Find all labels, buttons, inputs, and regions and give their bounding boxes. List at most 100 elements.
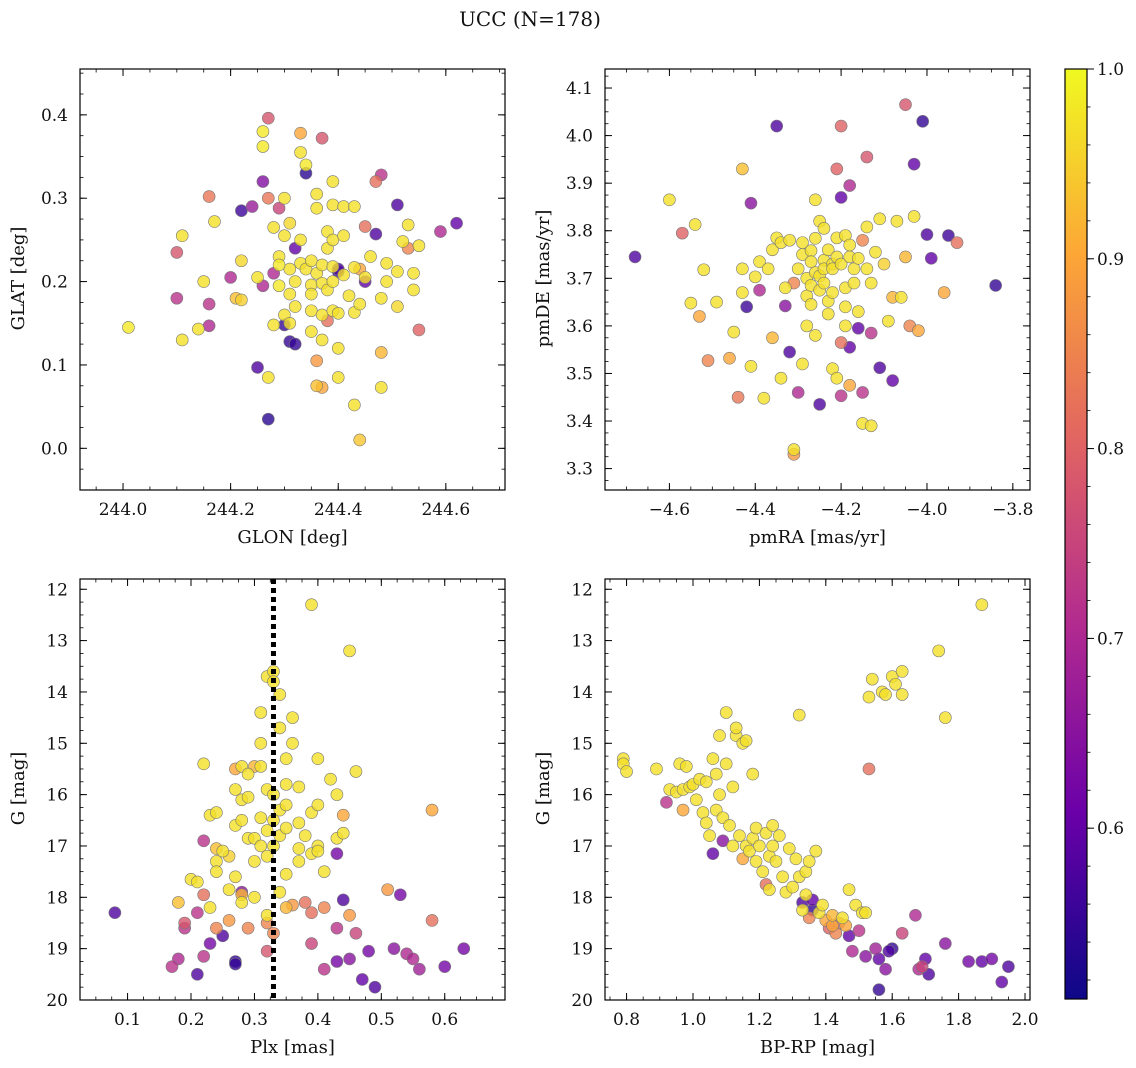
scatter-point xyxy=(882,944,896,958)
scatter-point xyxy=(859,906,872,920)
x-tick-label: −4.6 xyxy=(649,500,690,520)
y-tick-label: 0.2 xyxy=(41,273,68,293)
scatter-point xyxy=(663,193,676,207)
scatter-point xyxy=(210,865,223,878)
scatter-point xyxy=(279,821,293,835)
y-tick-label: 18 xyxy=(571,888,593,908)
scatter-point xyxy=(391,198,404,212)
scatter-point xyxy=(787,443,801,456)
y-tick-label: 20 xyxy=(571,991,593,1011)
scatter-point xyxy=(288,300,302,313)
scatter-point xyxy=(731,390,745,404)
scatter-point xyxy=(202,190,216,203)
y-axis-label: pmDE [mas/yr] xyxy=(533,210,554,348)
scatter-point xyxy=(776,870,789,884)
scatter-point xyxy=(789,852,803,866)
scatter-point xyxy=(985,952,999,966)
scatter-point xyxy=(241,767,255,781)
scatter-point xyxy=(279,901,293,914)
scatter-point xyxy=(381,883,394,896)
scatter-point xyxy=(753,839,766,853)
scatter-point xyxy=(283,316,297,330)
y-tick-label: 17 xyxy=(571,837,593,857)
scatter-point xyxy=(197,950,210,963)
scatter-point xyxy=(170,291,184,305)
scatter-point xyxy=(873,212,887,226)
scatter-point xyxy=(425,914,439,927)
scatter-point xyxy=(804,255,818,268)
scatter-points xyxy=(628,98,1002,461)
scatter-point xyxy=(779,299,792,313)
scatter-point xyxy=(864,276,878,290)
scatter-point xyxy=(753,283,766,297)
x-tick-label: −3.8 xyxy=(992,500,1033,520)
scatter-point xyxy=(628,250,642,264)
scatter-point xyxy=(197,834,210,848)
scatter-point xyxy=(932,644,945,658)
scatter-point xyxy=(766,243,779,257)
scatter-point xyxy=(254,736,268,750)
scatter-point xyxy=(860,220,874,234)
scatter-point xyxy=(749,855,763,868)
scatter-point xyxy=(272,279,286,293)
scatter-point xyxy=(229,783,242,796)
scatter-point xyxy=(749,821,763,835)
panel-pmra-pmde: −4.6 −4.4 −4.2 −4.0 −3.8 3.3 3.4 3.5 3.6 3.7 3.8 3.… xyxy=(533,68,1033,548)
scatter-point xyxy=(203,937,217,950)
scatter-point xyxy=(937,286,951,299)
scatter-point xyxy=(816,898,829,912)
scatter-point xyxy=(915,960,929,973)
y-tick-label: 0.3 xyxy=(41,189,68,209)
scatter-point xyxy=(283,216,297,230)
scatter-point xyxy=(260,824,274,837)
y-axis-label: G [mag] xyxy=(8,752,29,825)
x-tick-label: −4.2 xyxy=(820,500,861,520)
scatter-point xyxy=(330,955,344,968)
scatter-point xyxy=(907,157,921,171)
x-tick-label: 1.8 xyxy=(945,1010,972,1030)
scatter-point xyxy=(877,257,891,271)
y-tick-label: 19 xyxy=(571,940,593,960)
figure-title: UCC (N=178) xyxy=(459,7,601,31)
scatter-point xyxy=(241,921,255,935)
scatter-point xyxy=(746,767,760,781)
scatter-point xyxy=(216,844,230,858)
scatter-point xyxy=(813,398,826,411)
scatter-point xyxy=(254,839,268,853)
scatter-point xyxy=(425,803,439,817)
scatter-point xyxy=(326,233,340,247)
scatter-point xyxy=(380,256,393,270)
scatter-point xyxy=(865,672,879,686)
scatter-point xyxy=(272,258,286,272)
y-tick-label: 14 xyxy=(46,683,68,703)
scatter-point xyxy=(879,688,892,701)
scatter-point xyxy=(809,232,822,245)
scatter-point xyxy=(851,305,865,318)
scatter-point xyxy=(800,319,814,333)
scatter-point xyxy=(650,762,663,776)
scatter-point xyxy=(830,371,844,385)
scatter-point xyxy=(283,262,297,276)
scatter-point xyxy=(272,201,286,215)
scatter-point xyxy=(713,729,726,742)
scatter-point xyxy=(688,218,702,231)
scatter-point xyxy=(860,150,874,164)
scatter-points xyxy=(122,111,463,447)
scatter-point xyxy=(406,952,420,966)
scatter-point xyxy=(348,200,361,213)
scatter-point xyxy=(369,175,383,188)
scatter-point xyxy=(191,906,204,920)
scatter-point xyxy=(834,389,848,403)
scatter-point xyxy=(315,333,329,347)
y-tick-label: 13 xyxy=(571,632,593,652)
scatter-point xyxy=(256,125,270,138)
scatter-point xyxy=(391,265,404,278)
scatter-point xyxy=(298,829,312,843)
scatter-point xyxy=(170,246,184,259)
scatter-point xyxy=(916,115,929,128)
scatter-point xyxy=(380,275,393,288)
scatter-point xyxy=(210,806,223,819)
scatter-point xyxy=(343,908,356,922)
scatter-point xyxy=(879,962,892,976)
scatter-point xyxy=(261,191,275,205)
